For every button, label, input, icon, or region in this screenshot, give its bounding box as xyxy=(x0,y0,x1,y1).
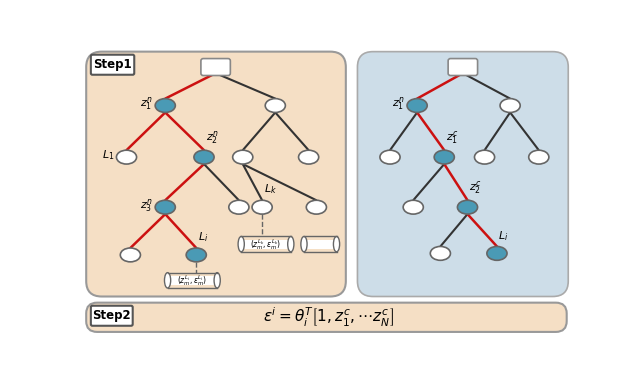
Ellipse shape xyxy=(229,200,249,214)
Ellipse shape xyxy=(288,236,294,252)
Ellipse shape xyxy=(487,246,507,260)
Bar xyxy=(238,240,294,249)
Ellipse shape xyxy=(265,99,285,113)
Ellipse shape xyxy=(194,150,214,164)
Ellipse shape xyxy=(116,150,136,164)
Text: Step1: Step1 xyxy=(93,58,132,71)
Text: $(z_m^{L_i},\varepsilon_m^{L_i})$: $(z_m^{L_i},\varepsilon_m^{L_i})$ xyxy=(177,273,207,288)
Ellipse shape xyxy=(301,236,307,252)
FancyBboxPatch shape xyxy=(358,52,568,296)
Text: Step2: Step2 xyxy=(92,309,131,322)
Text: $z_2^n$: $z_2^n$ xyxy=(205,129,218,146)
Ellipse shape xyxy=(434,150,454,164)
Ellipse shape xyxy=(474,150,495,164)
Ellipse shape xyxy=(120,248,140,262)
FancyBboxPatch shape xyxy=(86,52,346,296)
Bar xyxy=(301,240,340,249)
Ellipse shape xyxy=(500,99,520,113)
Ellipse shape xyxy=(214,273,220,288)
FancyBboxPatch shape xyxy=(91,306,132,326)
Ellipse shape xyxy=(380,150,400,164)
Ellipse shape xyxy=(458,200,477,214)
Ellipse shape xyxy=(155,99,175,113)
Text: $(z_m^{L_k},\varepsilon_m^{L_k})$: $(z_m^{L_k},\varepsilon_m^{L_k})$ xyxy=(250,237,282,252)
Text: $z_1^n$: $z_1^n$ xyxy=(140,96,153,113)
Text: $L_k$: $L_k$ xyxy=(264,183,276,196)
Text: $L_i$: $L_i$ xyxy=(198,230,208,244)
Ellipse shape xyxy=(298,150,319,164)
Text: $L_1$: $L_1$ xyxy=(102,149,114,163)
Ellipse shape xyxy=(252,200,272,214)
Text: $L_i$: $L_i$ xyxy=(499,229,509,243)
FancyBboxPatch shape xyxy=(86,303,566,332)
Ellipse shape xyxy=(407,99,428,113)
Text: $z_1^n$: $z_1^n$ xyxy=(392,96,404,113)
Ellipse shape xyxy=(403,200,423,214)
FancyBboxPatch shape xyxy=(91,55,134,75)
Ellipse shape xyxy=(529,150,549,164)
Ellipse shape xyxy=(233,150,253,164)
Ellipse shape xyxy=(238,236,244,252)
Ellipse shape xyxy=(333,236,340,252)
Text: $z_2^c$: $z_2^c$ xyxy=(469,179,481,196)
Ellipse shape xyxy=(186,248,206,262)
FancyBboxPatch shape xyxy=(201,59,230,75)
Ellipse shape xyxy=(307,200,326,214)
Text: $\varepsilon^i = \theta_i^T \left[ 1, z_1^c, \cdots z_N^c \right]$: $\varepsilon^i = \theta_i^T \left[ 1, z_… xyxy=(262,306,394,329)
Text: $z_1^c$: $z_1^c$ xyxy=(446,129,458,146)
Ellipse shape xyxy=(430,246,451,260)
Ellipse shape xyxy=(164,273,171,288)
Ellipse shape xyxy=(155,200,175,214)
Text: $z_3^n$: $z_3^n$ xyxy=(140,197,153,214)
FancyBboxPatch shape xyxy=(448,59,477,75)
Bar xyxy=(164,276,220,285)
